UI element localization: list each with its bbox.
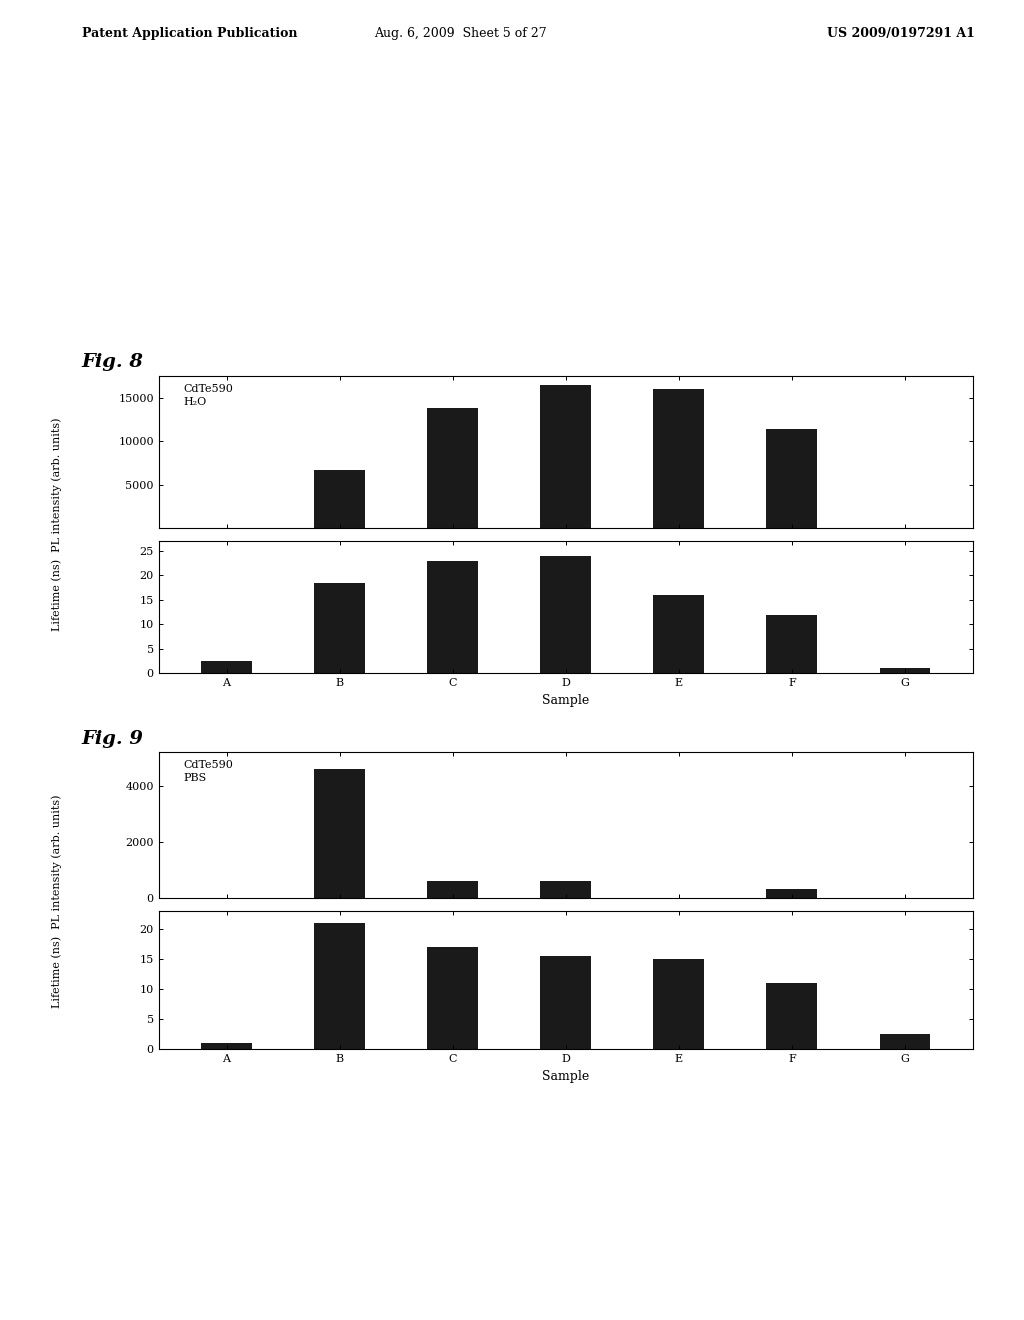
Bar bbox=[541, 880, 591, 898]
Text: Patent Application Publication: Patent Application Publication bbox=[82, 26, 297, 40]
Bar bbox=[541, 385, 591, 528]
Bar bbox=[880, 1035, 931, 1049]
Bar bbox=[766, 429, 817, 528]
Bar bbox=[201, 661, 252, 673]
Text: Fig. 8: Fig. 8 bbox=[82, 354, 144, 371]
Bar bbox=[880, 668, 931, 673]
Text: Lifetime (ns)  PL intensity (arb. units): Lifetime (ns) PL intensity (arb. units) bbox=[51, 795, 61, 1007]
Bar bbox=[427, 946, 478, 1049]
Text: US 2009/0197291 A1: US 2009/0197291 A1 bbox=[827, 26, 975, 40]
Bar bbox=[541, 956, 591, 1049]
Bar bbox=[766, 615, 817, 673]
Bar bbox=[653, 960, 705, 1049]
X-axis label: Sample: Sample bbox=[542, 693, 590, 706]
Bar bbox=[653, 595, 705, 673]
X-axis label: Sample: Sample bbox=[542, 1069, 590, 1082]
Bar bbox=[314, 923, 366, 1049]
Text: CdTe590
PBS: CdTe590 PBS bbox=[183, 759, 233, 783]
Bar bbox=[427, 880, 478, 898]
Bar bbox=[314, 582, 366, 673]
Bar bbox=[766, 983, 817, 1049]
Bar bbox=[766, 890, 817, 898]
Text: Lifetime (ns)  PL intensity (arb. units): Lifetime (ns) PL intensity (arb. units) bbox=[51, 418, 61, 631]
Bar bbox=[541, 556, 591, 673]
Bar bbox=[201, 1043, 252, 1049]
Bar bbox=[653, 389, 705, 528]
Bar bbox=[427, 408, 478, 528]
Text: Fig. 9: Fig. 9 bbox=[82, 730, 144, 747]
Bar bbox=[427, 561, 478, 673]
Text: CdTe590
H₂O: CdTe590 H₂O bbox=[183, 384, 233, 407]
Bar bbox=[314, 770, 366, 898]
Text: Aug. 6, 2009  Sheet 5 of 27: Aug. 6, 2009 Sheet 5 of 27 bbox=[375, 26, 547, 40]
Bar bbox=[314, 470, 366, 528]
